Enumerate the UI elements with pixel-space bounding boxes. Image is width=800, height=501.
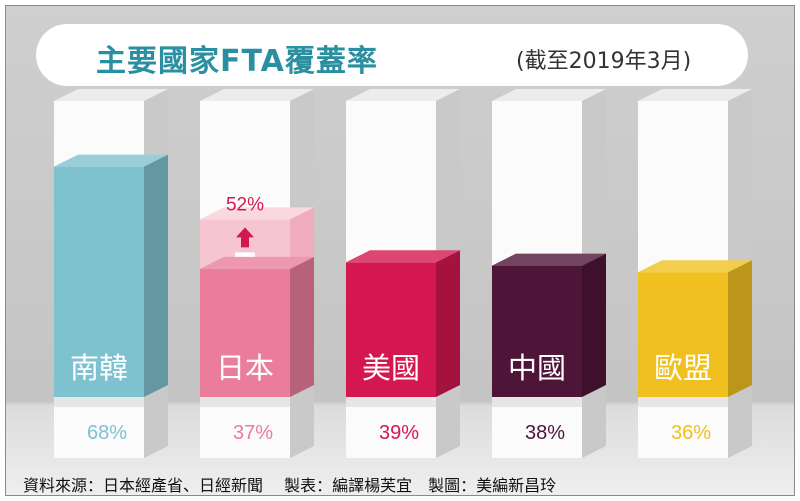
chart-frame: 主要國家FTA覆蓋率 (截至2019年3月) 南韓 68% 52% 日本 37% 美國 39… (5, 5, 795, 496)
bar-chart: 南韓 68% 52% 日本 37% 美國 39% 中國 38% 歐盟 36% (54, 89, 752, 458)
target-band-side (290, 207, 314, 269)
column-cap (492, 397, 582, 407)
bar-top (492, 253, 606, 266)
source-footer: 資料來源：日本經產省、日經新聞 製表：編譯楊芙宜 製圖：美編新昌玲 (23, 476, 557, 495)
target-label: 52% (226, 194, 264, 215)
column-cap (200, 397, 290, 407)
bar (54, 166, 144, 397)
column-top (492, 89, 606, 101)
chart-subtitle: (截至2019年3月) (516, 49, 692, 74)
value-label: 38% (525, 422, 565, 444)
column-cap (346, 397, 436, 407)
bar-side (582, 253, 606, 397)
column-cap (54, 397, 144, 407)
bar-side (144, 154, 168, 397)
value-label: 68% (87, 422, 127, 444)
category-label: 南韓 (70, 351, 128, 385)
category-label: 中國 (508, 351, 566, 385)
value-label: 37% (233, 422, 273, 444)
column-top (200, 89, 314, 101)
up-arrow-icon (236, 227, 254, 248)
bar (638, 272, 728, 397)
bar (346, 262, 436, 397)
column-top (346, 89, 460, 101)
target-band-top (200, 207, 314, 220)
bar (492, 265, 582, 397)
title-pill (36, 24, 748, 86)
category-label: 日本 (216, 351, 274, 385)
bar-top (54, 154, 168, 167)
bar-side (436, 250, 460, 397)
bar-top (638, 260, 752, 273)
chart-title: 主要國家FTA覆蓋率 (96, 44, 378, 79)
column-cap (638, 397, 728, 407)
bar-top (346, 250, 460, 263)
bar (200, 268, 290, 397)
value-label: 36% (671, 422, 711, 444)
bar-top (200, 256, 314, 269)
column-top (54, 89, 168, 101)
bar-side (290, 256, 314, 397)
value-label: 39% (379, 422, 419, 444)
category-label: 美國 (362, 351, 420, 385)
column-top (638, 89, 752, 101)
bar-side (728, 260, 752, 397)
category-label: 歐盟 (654, 351, 712, 385)
